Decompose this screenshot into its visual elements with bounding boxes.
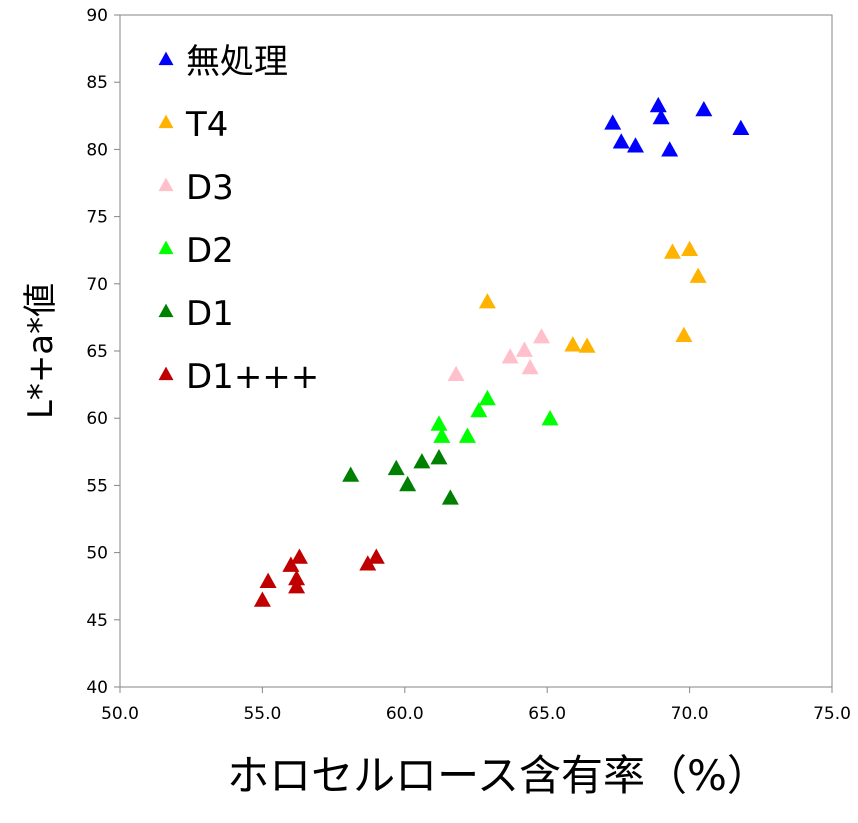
y-tick-label: 85 <box>86 73 108 93</box>
data-point <box>649 96 667 113</box>
data-point <box>681 240 699 257</box>
data-point <box>433 427 451 443</box>
legend-label: D3 <box>186 168 234 208</box>
data-point <box>470 401 488 418</box>
legend-label: D1+++ <box>186 357 319 397</box>
data-point <box>413 453 431 469</box>
legend-marker <box>158 114 174 129</box>
data-point <box>447 365 465 382</box>
y-tick-label: 50 <box>86 544 108 564</box>
data-point <box>612 133 630 149</box>
legend-label: D1 <box>186 294 234 334</box>
x-tick-label: 55.0 <box>243 704 281 724</box>
legend-label: T4 <box>185 105 228 145</box>
data-points <box>253 96 750 607</box>
y-tick-label: 55 <box>86 476 108 496</box>
y-tick-label: 75 <box>86 208 108 228</box>
data-point <box>541 410 559 426</box>
data-point <box>732 119 750 136</box>
x-tick-label: 50.0 <box>101 704 139 724</box>
data-point <box>430 415 448 431</box>
legend: 無処理 T4 D3 D2 D1 D1+++ <box>158 42 319 397</box>
legend-marker <box>158 240 174 255</box>
legend-label: D2 <box>186 231 234 271</box>
data-point <box>626 137 644 153</box>
y-tick-label: 80 <box>86 140 108 160</box>
data-point <box>478 389 496 406</box>
data-point <box>253 591 271 607</box>
y-axis-title: L*+a*値 <box>21 283 61 419</box>
y-tick-label: 65 <box>86 342 108 362</box>
data-point <box>458 427 476 443</box>
y-tick-label: 90 <box>86 6 108 26</box>
legend-marker <box>158 366 174 381</box>
data-point <box>359 555 377 571</box>
data-point <box>564 336 582 352</box>
data-point <box>399 475 417 492</box>
y-axis-ticks: 40 45 50 55 60 65 70 75 80 85 90 <box>86 6 120 698</box>
data-point <box>367 548 385 564</box>
x-tick-label: 70.0 <box>671 704 709 724</box>
legend-marker <box>158 303 174 318</box>
legend-marker <box>158 51 174 66</box>
data-point <box>478 293 496 309</box>
data-point <box>501 348 519 364</box>
data-point <box>290 548 308 564</box>
y-tick-label: 45 <box>86 611 108 631</box>
data-point <box>288 578 306 594</box>
legend-marker <box>158 177 174 192</box>
data-point <box>441 489 459 505</box>
x-tick-label: 60.0 <box>386 704 424 724</box>
data-point <box>521 358 539 375</box>
data-point <box>259 572 277 588</box>
data-point <box>652 109 670 125</box>
data-point <box>282 556 300 572</box>
data-point <box>342 466 360 482</box>
y-tick-label: 60 <box>86 409 108 429</box>
y-tick-label: 40 <box>86 678 108 698</box>
x-axis-title: ホロセルロース含有率（%） <box>227 751 769 800</box>
x-tick-label: 65.0 <box>528 704 566 724</box>
legend-label: 無処理 <box>186 42 288 82</box>
data-point <box>387 459 405 476</box>
x-tick-label: 75.0 <box>813 704 851 724</box>
data-point <box>288 569 306 586</box>
data-point <box>515 341 533 357</box>
data-point <box>661 141 679 157</box>
data-point <box>430 449 448 465</box>
y-tick-label: 70 <box>86 275 108 295</box>
data-point <box>675 326 693 343</box>
data-point <box>578 337 596 353</box>
data-point <box>533 328 551 344</box>
data-point <box>695 100 713 117</box>
data-point <box>689 267 707 283</box>
data-point <box>604 114 622 130</box>
data-point <box>664 243 682 259</box>
x-axis-ticks: 50.0 55.0 60.0 65.0 70.0 75.0 <box>101 687 851 724</box>
